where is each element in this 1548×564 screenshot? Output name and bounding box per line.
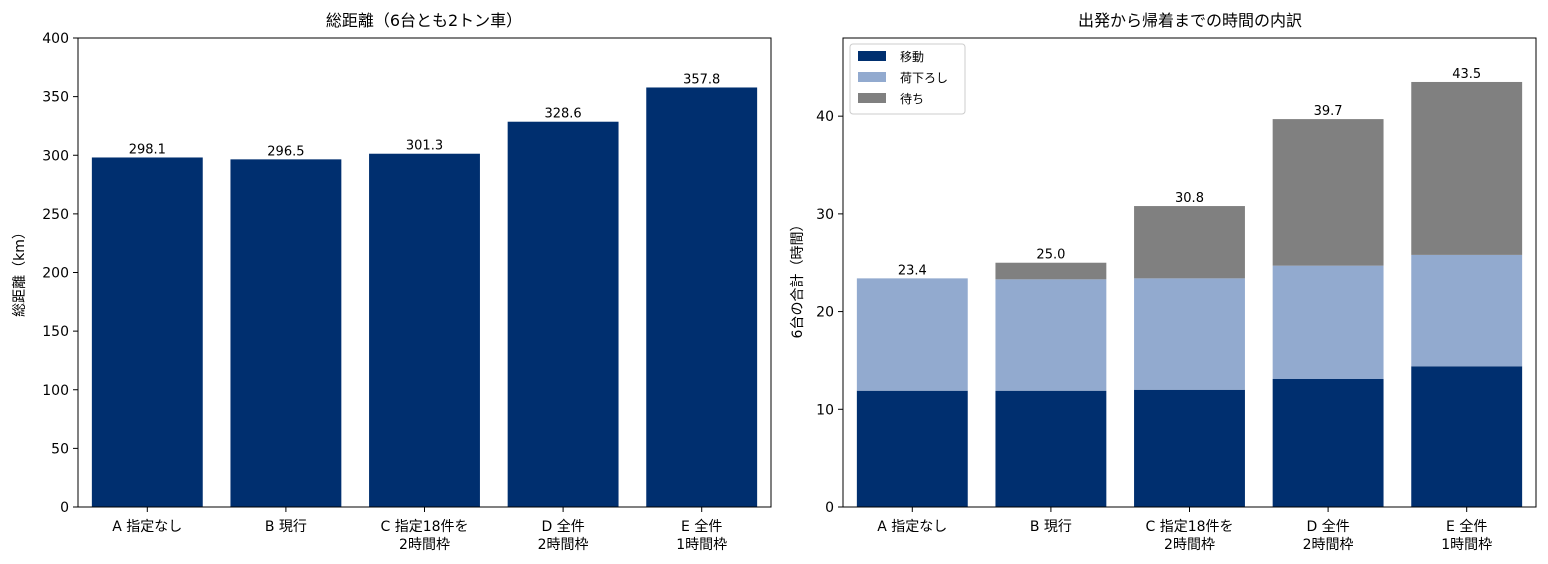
bar-total-label: 30.8 bbox=[1175, 191, 1204, 206]
y-tick-label: 200 bbox=[42, 266, 69, 282]
x-tick-label: 1時間枠 bbox=[1441, 537, 1492, 553]
x-tick-label: E 全件 bbox=[1446, 518, 1487, 535]
bar-segment bbox=[995, 390, 1107, 507]
x-tick-label: 2時間枠 bbox=[1303, 537, 1354, 553]
y-tick-label: 100 bbox=[42, 383, 69, 399]
legend-label: 荷下ろし bbox=[900, 71, 948, 85]
x-tick-label: 2時間枠 bbox=[1164, 537, 1215, 553]
plot-frame bbox=[77, 37, 772, 508]
x-tick-label: B 現行 bbox=[265, 519, 307, 535]
bar-value-label: 357.8 bbox=[683, 72, 720, 87]
bar bbox=[91, 157, 203, 507]
y-tick-label: 350 bbox=[42, 90, 69, 106]
bar-value-label: 328.6 bbox=[544, 107, 581, 122]
y-tick-label: 0 bbox=[60, 500, 69, 516]
y-tick-label: 0 bbox=[825, 500, 834, 516]
bar bbox=[230, 159, 342, 507]
y-tick-label: 50 bbox=[51, 441, 69, 457]
x-tick-label: C 指定18件を bbox=[1145, 519, 1233, 535]
bar-total-label: 23.4 bbox=[898, 263, 927, 278]
distance-chart: 総距離（6台とも2トン車） 総距離（km） 298.1 296.5 301.3 328… bbox=[11, 11, 772, 553]
legend-label: 待ち bbox=[900, 92, 924, 106]
x-tick-label: 2時間枠 bbox=[538, 537, 589, 553]
y-tick-label: 30 bbox=[816, 207, 834, 223]
bar-segment bbox=[1134, 389, 1245, 507]
y-tick-label: 20 bbox=[816, 305, 834, 321]
x-tick-label: A 指定なし bbox=[877, 519, 947, 535]
bar-segment bbox=[1134, 206, 1245, 279]
x-tick-label: E 全件 bbox=[681, 518, 722, 535]
x-tick-label: D 全件 bbox=[1306, 518, 1349, 535]
bar-segment bbox=[1272, 379, 1384, 507]
bar-segment bbox=[1272, 119, 1384, 266]
bar-segment bbox=[856, 278, 968, 391]
x-tick-label: C 指定18件を bbox=[380, 519, 468, 535]
bar-total-label: 25.0 bbox=[1036, 248, 1065, 263]
y-tick-label: 10 bbox=[816, 402, 834, 418]
x-tick-label: D 全件 bbox=[541, 518, 584, 535]
x-tick-label: 2時間枠 bbox=[399, 537, 450, 553]
bar-segment bbox=[1411, 254, 1523, 367]
y-axis-label: 6台の合計（時間） bbox=[790, 218, 806, 339]
bar-segment bbox=[1272, 265, 1384, 380]
bar bbox=[507, 121, 619, 508]
bar bbox=[369, 153, 480, 507]
time-breakdown-chart: 出発から帰着までの時間の内訳 6台の合計（時間） 23.4 25.0 30.8 39.… bbox=[790, 11, 1537, 553]
chart-title: 出発から帰着までの時間の内訳 bbox=[1078, 11, 1302, 30]
bar bbox=[646, 87, 758, 508]
y-axis-label: 総距離（km） bbox=[11, 225, 28, 317]
y-tick-label: 150 bbox=[42, 324, 69, 340]
bar-segment bbox=[1411, 366, 1523, 507]
x-tick-label: 1時間枠 bbox=[676, 537, 727, 553]
x-tick-label: B 現行 bbox=[1030, 519, 1072, 535]
y-tick-label: 250 bbox=[42, 207, 69, 223]
bar-total-label: 39.7 bbox=[1314, 104, 1343, 119]
chart-title: 総距離（6台とも2トン車） bbox=[326, 11, 522, 30]
bar-segment bbox=[1134, 278, 1245, 390]
bar-segment bbox=[856, 390, 968, 507]
x-tick-label: A 指定なし bbox=[112, 519, 182, 535]
plot-frame bbox=[842, 37, 1537, 508]
y-tick-label: 300 bbox=[42, 148, 69, 164]
bar-segment bbox=[1411, 81, 1523, 255]
bar-total-label: 43.5 bbox=[1452, 67, 1481, 82]
legend-label: 移動 bbox=[900, 50, 924, 64]
bar-value-label: 298.1 bbox=[129, 142, 166, 157]
y-tick-label: 400 bbox=[42, 31, 69, 47]
bar-value-label: 296.5 bbox=[267, 144, 304, 159]
legend-swatch bbox=[858, 93, 886, 103]
legend-swatch bbox=[858, 72, 886, 82]
bar-segment bbox=[995, 279, 1107, 391]
bar-segment bbox=[995, 262, 1107, 280]
y-tick-label: 40 bbox=[816, 109, 834, 125]
legend-swatch bbox=[858, 51, 886, 61]
bar-value-label: 301.3 bbox=[406, 139, 443, 154]
